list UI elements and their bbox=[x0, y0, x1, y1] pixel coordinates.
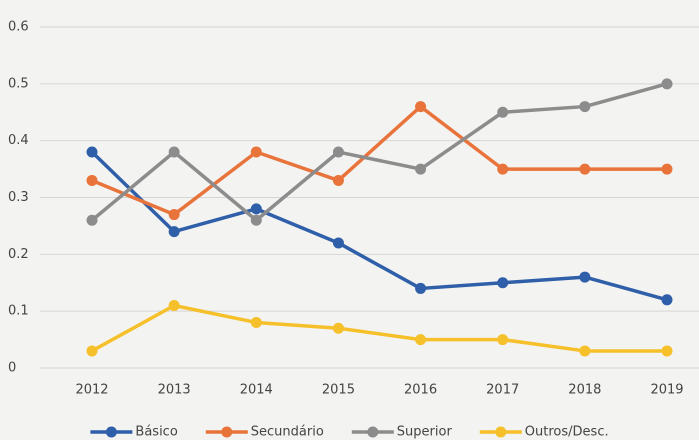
point bbox=[86, 174, 98, 186]
series-line bbox=[91, 104, 667, 217]
point bbox=[415, 334, 427, 346]
point bbox=[415, 282, 427, 294]
legend-item: Outros/Desc. bbox=[479, 425, 609, 440]
point bbox=[86, 214, 98, 226]
legend-item: Superior bbox=[351, 425, 453, 440]
legend-marker bbox=[105, 426, 117, 438]
point bbox=[661, 163, 673, 175]
series-line bbox=[91, 303, 667, 353]
point bbox=[250, 203, 262, 215]
point bbox=[250, 317, 262, 329]
x-tick-label: 2012 bbox=[75, 383, 108, 398]
legend-label: Secundário bbox=[251, 425, 324, 440]
point bbox=[415, 163, 427, 175]
y-tick-label: 0 bbox=[8, 361, 16, 376]
point bbox=[579, 163, 591, 175]
point bbox=[250, 214, 262, 226]
point bbox=[168, 299, 180, 311]
point bbox=[332, 322, 344, 334]
x-tick-label: 2013 bbox=[158, 383, 191, 398]
point bbox=[497, 106, 509, 118]
point bbox=[332, 237, 344, 249]
point bbox=[579, 345, 591, 357]
y-tick-label: 0.3 bbox=[8, 190, 29, 205]
x-tick-label: 2016 bbox=[404, 383, 437, 398]
y-tick-label: 0.2 bbox=[8, 247, 29, 262]
series-line bbox=[90, 82, 668, 222]
x-tick-label: 2014 bbox=[240, 383, 273, 398]
x-tick-label: 2019 bbox=[650, 383, 683, 398]
x-tick-label: 2018 bbox=[568, 383, 601, 398]
point bbox=[250, 146, 262, 158]
point bbox=[415, 101, 427, 113]
legend-item: Secundário bbox=[205, 425, 324, 440]
point bbox=[497, 334, 509, 346]
point bbox=[86, 345, 98, 357]
point bbox=[332, 146, 344, 158]
point bbox=[168, 226, 180, 238]
point bbox=[661, 345, 673, 357]
legend-marker bbox=[495, 426, 507, 438]
legend-label: Básico bbox=[135, 425, 177, 440]
legend-label: Superior bbox=[397, 425, 453, 440]
y-tick-label: 0.6 bbox=[8, 20, 29, 35]
point bbox=[168, 146, 180, 158]
point bbox=[579, 271, 591, 283]
point bbox=[497, 277, 509, 289]
point bbox=[332, 174, 344, 186]
point bbox=[661, 78, 673, 90]
point bbox=[661, 294, 673, 306]
x-tick-label: 2017 bbox=[486, 383, 519, 398]
legend-marker bbox=[367, 426, 379, 438]
point bbox=[86, 146, 98, 158]
y-tick-label: 0.5 bbox=[8, 76, 29, 91]
point bbox=[168, 209, 180, 221]
y-tick-label: 0.4 bbox=[8, 133, 29, 148]
point bbox=[497, 163, 509, 175]
x-tick-label: 2015 bbox=[322, 383, 355, 398]
legend-marker bbox=[221, 426, 233, 438]
point bbox=[579, 101, 591, 113]
series-line bbox=[90, 150, 668, 302]
legend-item: Básico bbox=[90, 425, 178, 440]
legend-label: Outros/Desc. bbox=[525, 425, 609, 440]
y-tick-label: 0.1 bbox=[8, 304, 29, 319]
